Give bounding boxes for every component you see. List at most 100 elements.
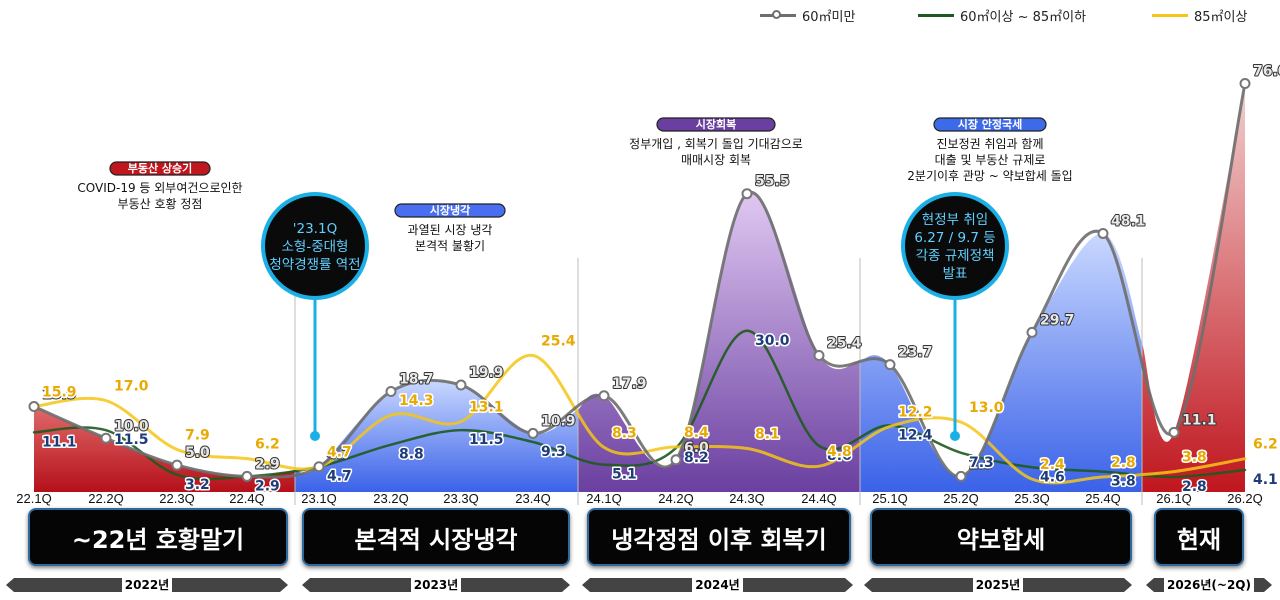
legend-swatch [760,10,796,19]
point-60-under [670,454,682,466]
series-points [28,78,1251,482]
series-line-3 [32,353,1247,485]
phase-area-1 [34,406,295,492]
annotation-text: 대출 및 부동산 규제로 [935,153,1046,167]
data-label-series-1: 48.1 [1111,213,1146,229]
data-label-series-3: 6.2 [1253,437,1278,453]
data-label-series-1: 23.7 [898,345,933,361]
annotation-text: 2분기이후 관망 ~ 약보합세 돌입 [907,168,1072,183]
legend-swatch [1152,14,1188,17]
point-60-under [741,188,753,200]
x-tick-label: 22.1Q [16,491,51,506]
callout-text: 현정부 취임 [922,212,988,228]
point-60-under [28,401,40,413]
callout-text: 발표 [943,266,968,282]
data-label-series-2: 8.2 [684,450,709,466]
legend-item: 60㎡이상 ~ 85㎡이하 [918,6,1086,25]
data-label-series-1: 29.7 [1040,312,1075,328]
point-60-under [813,349,825,361]
annotation-tag-text: 시장냉각 [430,203,470,217]
x-tick-label: 24.2Q [658,491,693,506]
point-60-under [1239,78,1251,89]
data-label-series-3: 13.1 [469,400,504,416]
callout-circle [901,192,1009,300]
data-label-series-3: 7.9 [185,428,210,444]
data-label-series-1: 18.7 [399,371,434,387]
x-tick-label: 23.4Q [515,491,550,506]
x-tick-label: 24.4Q [801,491,836,506]
legend-item: 60㎡미만 [760,6,855,25]
phase-label: 냉각정점 이후 회복기 [587,508,851,566]
x-tick-label: 26.2Q [1227,491,1262,506]
data-label-series-2: 4.6 [1040,469,1065,485]
phase-area-5 [1142,83,1245,492]
data-label-series-2: 7.3 [969,455,994,471]
data-label-series-2: 5.1 [612,467,637,483]
phase-label: 현재 [1154,508,1244,566]
annotation-text: 부동산 호황 정점 [118,197,203,211]
callout-text: 각종 규제정책 [916,248,995,264]
point-60-under [455,379,467,391]
x-tick-label: 25.3Q [1014,491,1049,506]
phase-area-3 [578,192,860,492]
point-60-under [598,390,610,402]
data-label-series-2: 4.1 [1253,472,1278,488]
year-bar: 2025년 [864,578,1132,592]
point-60-under [955,470,967,482]
data-label-series-2: 11.1 [42,434,77,450]
data-label-series-2: 4.7 [327,469,352,485]
data-label-series-1: 10.9 [541,413,576,429]
legend-label: 85㎡이상 [1194,10,1248,25]
data-label-series-1: 10.0 [114,418,149,434]
legend-label: 60㎡미만 [802,10,856,25]
year-label: 2025년 [973,578,1023,592]
data-label-series-2: 8.6 [827,448,852,464]
data-label-series-1: 11.1 [1182,412,1217,428]
annotation-tag-text: 시장 안정국세 [958,117,1023,131]
annotation-text: 매매시장 회복 [681,153,751,167]
point-60-under [527,427,539,439]
data-label-series-3: 2.8 [1111,455,1136,471]
phase-area-4 [860,233,1142,492]
data-label-series-2: 3.2 [185,477,210,493]
point-60-under [313,461,325,473]
data-label-series-1: 19.9 [469,365,504,381]
x-tick-label: 22.4Q [229,491,264,506]
year-bar: 2026년(~2Q) [1146,578,1272,592]
data-label-series-3: 4.8 [827,444,852,460]
legend-item: 85㎡이상 [1152,6,1247,25]
annotation-tag [933,117,1047,132]
year-bar: 2022년 [6,578,288,592]
data-label-series-3: 8.4 [684,425,709,441]
data-label-series-1: 5.0 [185,445,210,461]
annotation-tag-text: 시장회복 [696,117,736,131]
callout-text: 소형-중대형 [282,239,349,255]
data-label-series-1: 4.7 [327,447,352,463]
data-label-series-3: 14.3 [399,393,434,409]
x-tick-label: 22.2Q [88,491,123,506]
callout-text: 청약경쟁률 역전 [269,257,360,273]
data-label-series-2: 30.0 [755,333,790,349]
point-60-under [385,385,397,397]
data-label-series-3: 8.1 [755,426,780,442]
x-tick-label: 22.3Q [159,491,194,506]
data-label-series-3: 15.9 [42,385,77,401]
data-label-series-1: 2.9 [255,456,280,472]
legend-swatch [918,14,954,17]
x-tick-label: 25.1Q [872,491,907,506]
phase-label: 본격적 시장냉각 [302,508,570,566]
data-label-series-2: 3.8 [1111,474,1136,490]
phase-dividers [294,258,1143,505]
data-label-series-2: 11.5 [114,432,149,448]
annotation-tag [656,117,776,132]
annotation-text: 과열된 시장 냉각 [408,223,493,237]
x-tick-label: 23.3Q [443,491,478,506]
x-tick-label: 24.3Q [729,491,764,506]
callout-circle [261,192,369,300]
x-tick-label: 23.1Q [301,491,336,506]
year-bar: 2023년 [302,578,570,592]
data-label-series-3: 25.4 [541,333,576,349]
phase-label: ~22년 호황말기 [28,508,288,566]
